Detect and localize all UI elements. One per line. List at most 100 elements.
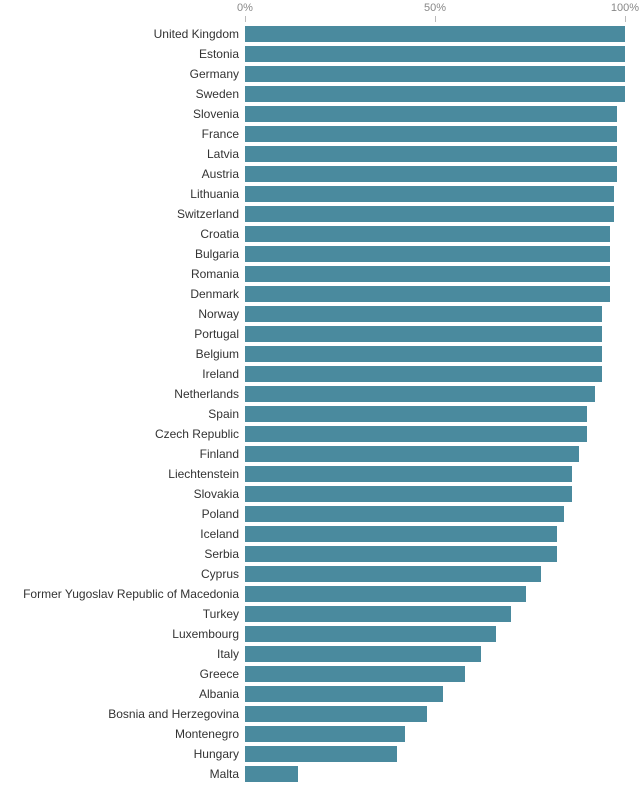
category-label: Norway [0, 307, 245, 321]
bar [245, 206, 614, 222]
category-label: Ireland [0, 367, 245, 381]
category-label: Malta [0, 767, 245, 781]
bar-cell [245, 306, 625, 322]
bar-cell [245, 266, 625, 282]
bar [245, 366, 602, 382]
bar-cell [245, 766, 625, 782]
category-label: Slovenia [0, 107, 245, 121]
bar-cell [245, 566, 625, 582]
bar-row: Lithuania [0, 184, 640, 204]
category-label: Luxembourg [0, 627, 245, 641]
bar [245, 106, 617, 122]
bar-cell [245, 646, 625, 662]
bar-cell [245, 286, 625, 302]
category-label: Spain [0, 407, 245, 421]
bar [245, 346, 602, 362]
bar-cell [245, 466, 625, 482]
bar-cell [245, 666, 625, 682]
bar-row: Bulgaria [0, 244, 640, 264]
category-label: Bulgaria [0, 247, 245, 261]
bar-row: Poland [0, 504, 640, 524]
category-label: Former Yugoslav Republic of Macedonia [0, 587, 245, 601]
bar-row: Liechtenstein [0, 464, 640, 484]
bar [245, 586, 526, 602]
bar-cell [245, 586, 625, 602]
bar-row: Greece [0, 664, 640, 684]
bar-cell [245, 706, 625, 722]
bar [245, 46, 625, 62]
bar-cell [245, 346, 625, 362]
bar-cell [245, 546, 625, 562]
bar-cell [245, 26, 625, 42]
bar-cell [245, 106, 625, 122]
bar [245, 186, 614, 202]
bar [245, 406, 587, 422]
bar-row: Montenegro [0, 724, 640, 744]
bar-cell [245, 46, 625, 62]
bar-cell [245, 166, 625, 182]
bar-row: Croatia [0, 224, 640, 244]
bar-cell [245, 506, 625, 522]
category-label: Slovakia [0, 487, 245, 501]
bar [245, 66, 625, 82]
bar [245, 126, 617, 142]
bar [245, 666, 465, 682]
bar [245, 546, 557, 562]
bar [245, 266, 610, 282]
bar-row: France [0, 124, 640, 144]
category-label: Czech Republic [0, 427, 245, 441]
category-label: Netherlands [0, 387, 245, 401]
bar-row: United Kingdom [0, 24, 640, 44]
x-axis-tick-mark [625, 16, 626, 22]
bar [245, 166, 617, 182]
bar-cell [245, 366, 625, 382]
bar-cell [245, 486, 625, 502]
bar [245, 686, 443, 702]
bar-row: Spain [0, 404, 640, 424]
bar [245, 246, 610, 262]
bar-cell [245, 146, 625, 162]
category-label: Austria [0, 167, 245, 181]
category-label: France [0, 127, 245, 141]
category-label: Italy [0, 647, 245, 661]
bar [245, 86, 625, 102]
bar-cell [245, 326, 625, 342]
bar-cell [245, 226, 625, 242]
bar [245, 326, 602, 342]
category-label: United Kingdom [0, 27, 245, 41]
bar-cell [245, 626, 625, 642]
bar-cell [245, 206, 625, 222]
bar [245, 146, 617, 162]
bar-row: Estonia [0, 44, 640, 64]
category-label: Germany [0, 67, 245, 81]
bar-row: Albania [0, 684, 640, 704]
x-axis: 0%50%100% [245, 0, 625, 24]
category-label: Romania [0, 267, 245, 281]
bar-cell [245, 446, 625, 462]
category-label: Sweden [0, 87, 245, 101]
bar-row: Denmark [0, 284, 640, 304]
category-label: Lithuania [0, 187, 245, 201]
category-label: Finland [0, 447, 245, 461]
bar [245, 446, 579, 462]
bar-row: Czech Republic [0, 424, 640, 444]
category-label: Belgium [0, 347, 245, 361]
bar-row: Iceland [0, 524, 640, 544]
bar-row: Finland [0, 444, 640, 464]
bar [245, 466, 572, 482]
bar-row: Serbia [0, 544, 640, 564]
bar-cell [245, 186, 625, 202]
bar [245, 26, 625, 42]
bar [245, 426, 587, 442]
bar-row: Belgium [0, 344, 640, 364]
bar-cell [245, 406, 625, 422]
bar-row: Switzerland [0, 204, 640, 224]
category-label: Liechtenstein [0, 467, 245, 481]
x-axis-tick-label: 100% [611, 2, 639, 14]
category-label: Bosnia and Herzegovina [0, 707, 245, 721]
bar-row: Sweden [0, 84, 640, 104]
bar [245, 526, 557, 542]
bar [245, 766, 298, 782]
bar [245, 286, 610, 302]
bar-row: Portugal [0, 324, 640, 344]
